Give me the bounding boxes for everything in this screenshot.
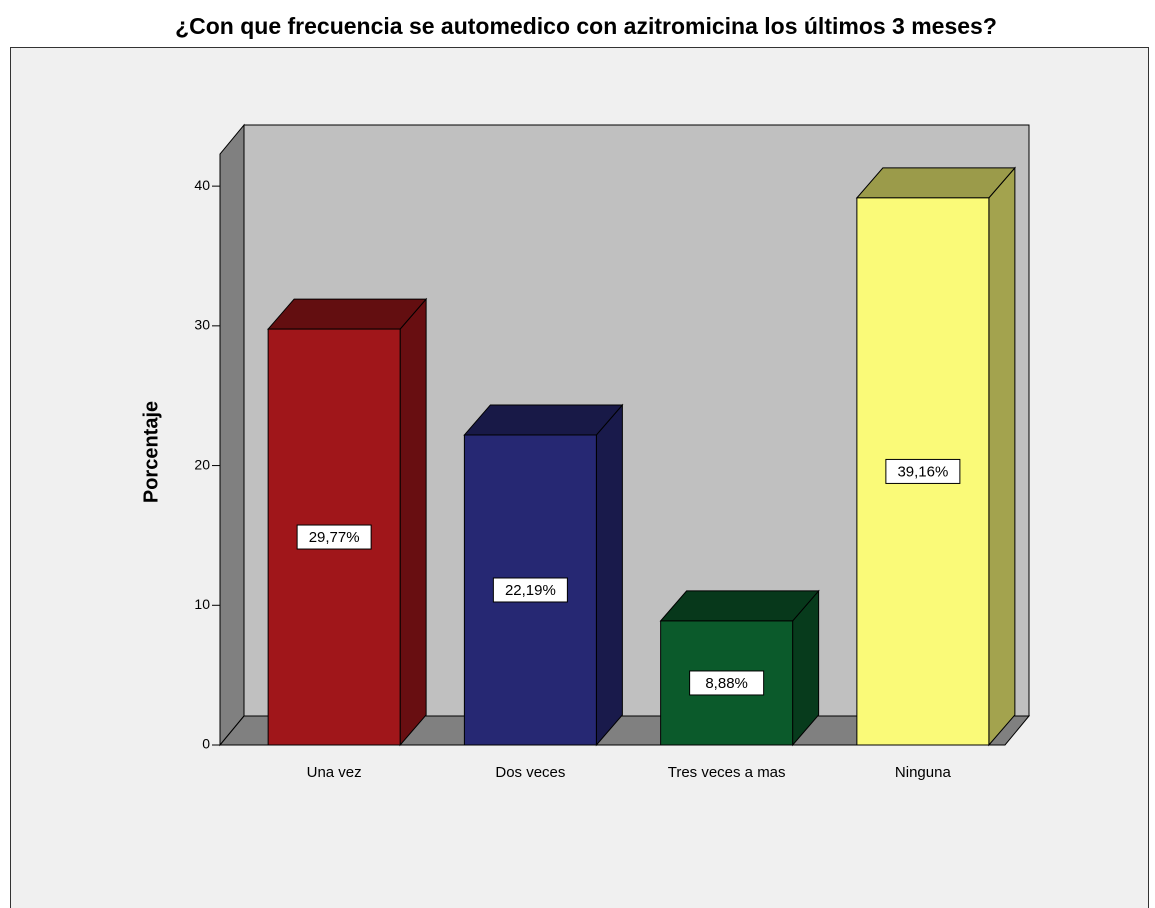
x-tick-label: Una vez <box>307 764 362 781</box>
value-label: 39,16% <box>897 463 948 480</box>
value-label-box <box>885 458 961 484</box>
x-tick-label: Ninguna <box>895 764 952 781</box>
value-label: 22,19% <box>505 582 556 599</box>
value-label: 8,88% <box>705 675 748 692</box>
value-label-box <box>296 524 372 550</box>
y-tick-label: 10 <box>194 596 210 612</box>
y-tick-label: 40 <box>194 177 210 193</box>
bar-top <box>267 298 428 330</box>
y-tick-label: 30 <box>194 317 210 333</box>
bar-side <box>595 403 623 747</box>
chart-frame <box>10 47 1149 908</box>
value-label-box <box>689 670 765 696</box>
y-axis-label: Porcentaje <box>140 401 162 503</box>
chart-title: ¿Con que frecuencia se automedico con az… <box>175 13 997 39</box>
bar-side <box>399 297 427 747</box>
left-wall <box>219 123 245 747</box>
value-label: 29,77% <box>309 529 360 546</box>
bar-top <box>463 404 624 436</box>
bar-side <box>988 166 1016 747</box>
value-label-box <box>492 577 568 603</box>
bar-top <box>659 590 820 622</box>
y-tick-label: 20 <box>194 456 210 472</box>
x-tick-label: Dos veces <box>495 764 565 781</box>
y-tick-label: 0 <box>202 736 210 752</box>
x-tick-label: Tres veces a mas <box>668 764 786 781</box>
bar-top <box>855 167 1016 199</box>
